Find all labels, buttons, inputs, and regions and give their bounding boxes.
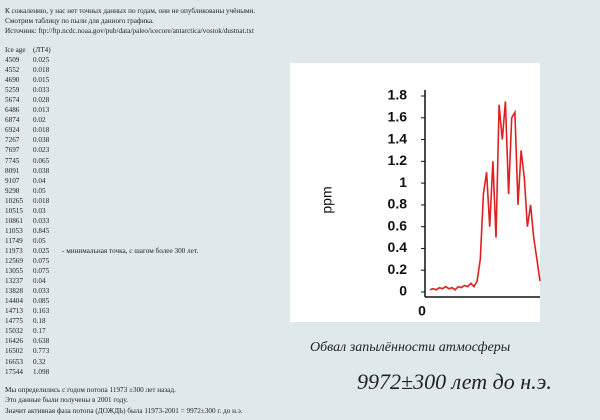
y-tick-label: 1.2: [388, 152, 408, 168]
table-value: 0.018: [33, 126, 50, 135]
table-age: 13237: [5, 277, 23, 286]
table-age: 10515: [5, 206, 23, 215]
table-value: 0.05: [33, 186, 46, 195]
footer-line: Значит активная фаза потопа (ДОЖДЬ) была…: [5, 406, 243, 415]
table-value: 0.033: [33, 86, 50, 95]
headline: 9972±300 лет до н.э.: [357, 369, 552, 394]
x-tick-label: 0: [418, 303, 426, 319]
table-value: 0.015: [33, 76, 50, 85]
table-age: 7697: [5, 146, 20, 155]
table-age: 4552: [5, 66, 20, 75]
table-age: 13055: [5, 267, 23, 276]
table-header: Ice age: [5, 46, 26, 54]
table-age: 6486: [5, 106, 20, 115]
table-value: 0.075: [33, 257, 50, 265]
y-label: ppm: [319, 186, 335, 213]
caption: Обвал запылённости атмосферы: [310, 340, 511, 355]
y-tick-label: 0.4: [388, 239, 408, 255]
table-value: 0.32: [33, 357, 46, 366]
table-value: 0.03: [33, 206, 46, 215]
dust-line: [429, 101, 541, 291]
table-age: 9107: [5, 176, 20, 185]
table-age: 12569: [5, 257, 23, 265]
table-age: 6874: [5, 116, 20, 125]
table-value: 0.033: [33, 216, 50, 225]
table-value: 0.18: [33, 317, 46, 326]
table-value: 0.085: [33, 297, 50, 306]
table-age: 4509: [5, 56, 20, 64]
table-age: 14713: [5, 307, 23, 316]
table-value: 0.033: [33, 287, 50, 296]
y-tick-label: 1: [399, 174, 407, 190]
y-tick-label: 0: [399, 283, 407, 299]
table-age: 6924: [5, 126, 20, 135]
table-age: 11053: [5, 226, 23, 235]
intro-line: Смотрим таблицу по пыли для данного граф…: [5, 17, 154, 25]
table-age: 7745: [5, 156, 20, 165]
table-header: (ЛТ4): [33, 46, 51, 54]
table-value: 0.17: [33, 327, 46, 336]
table-value: 0.845: [33, 226, 50, 235]
table-age: 13828: [5, 287, 23, 296]
table-note: - минимальная точка, с шагом более 300 л…: [62, 246, 199, 255]
table-value: 0.038: [33, 166, 50, 175]
table-value: 0.638: [33, 337, 50, 346]
intro-line: Источник: ftp://ftp.ncdc.noaa.gov/pub/da…: [5, 27, 254, 35]
table-age: 8091: [5, 166, 20, 175]
table-value: 0.04: [33, 176, 46, 185]
footer-line: Это данные были получены в 2001 году.: [5, 396, 128, 405]
table-age: 11973: [5, 246, 23, 255]
table-value: 0.163: [33, 307, 50, 316]
table-age: 5259: [5, 86, 20, 95]
y-tick-label: 1.4: [388, 130, 408, 146]
table-value: 1.098: [33, 367, 50, 376]
table-age: 4690: [5, 76, 20, 85]
table-value: 0.028: [33, 96, 50, 105]
table-value: 0.018: [33, 66, 50, 75]
table-age: 14775: [5, 317, 23, 326]
table-age: 16502: [5, 347, 23, 356]
table-value: 0.075: [33, 267, 50, 276]
table-value: 0.025: [33, 246, 50, 255]
table-age: 10265: [5, 196, 23, 205]
table-value: 0.038: [33, 136, 50, 145]
y-tick-label: 0.8: [388, 196, 408, 212]
table-value: 0.05: [33, 236, 46, 245]
footer-line: Мы определились с годом потопа 11973 ±30…: [5, 386, 176, 394]
intro-line: К сожалению, у нас нет точных данных по …: [5, 7, 256, 15]
table-age: 7267: [5, 136, 20, 145]
table-age: 16426: [5, 337, 23, 346]
table-value: 0.023: [33, 146, 50, 155]
table-age: 5674: [5, 96, 20, 105]
y-tick-label: 0.2: [388, 261, 408, 277]
table-value: 0.018: [33, 196, 50, 205]
table-value: 0.025: [33, 56, 50, 64]
table-value: 0.04: [33, 277, 46, 286]
y-tick-label: 0.6: [388, 217, 408, 233]
table-value: 0.065: [33, 156, 50, 165]
table-age: 15032: [5, 327, 23, 336]
table-value: 0.013: [33, 106, 50, 115]
table-age: 17544: [5, 367, 23, 376]
table-age: 11749: [5, 236, 23, 245]
y-tick-label: 1.6: [388, 108, 408, 124]
table-value: 0.773: [33, 347, 50, 356]
table-age: 16653: [5, 357, 23, 366]
table-age: 9298: [5, 186, 20, 195]
table-age: 14404: [5, 297, 23, 306]
y-tick-label: 1.8: [388, 87, 408, 103]
table-value: 0.02: [33, 116, 46, 125]
table-age: 10861: [5, 216, 23, 225]
